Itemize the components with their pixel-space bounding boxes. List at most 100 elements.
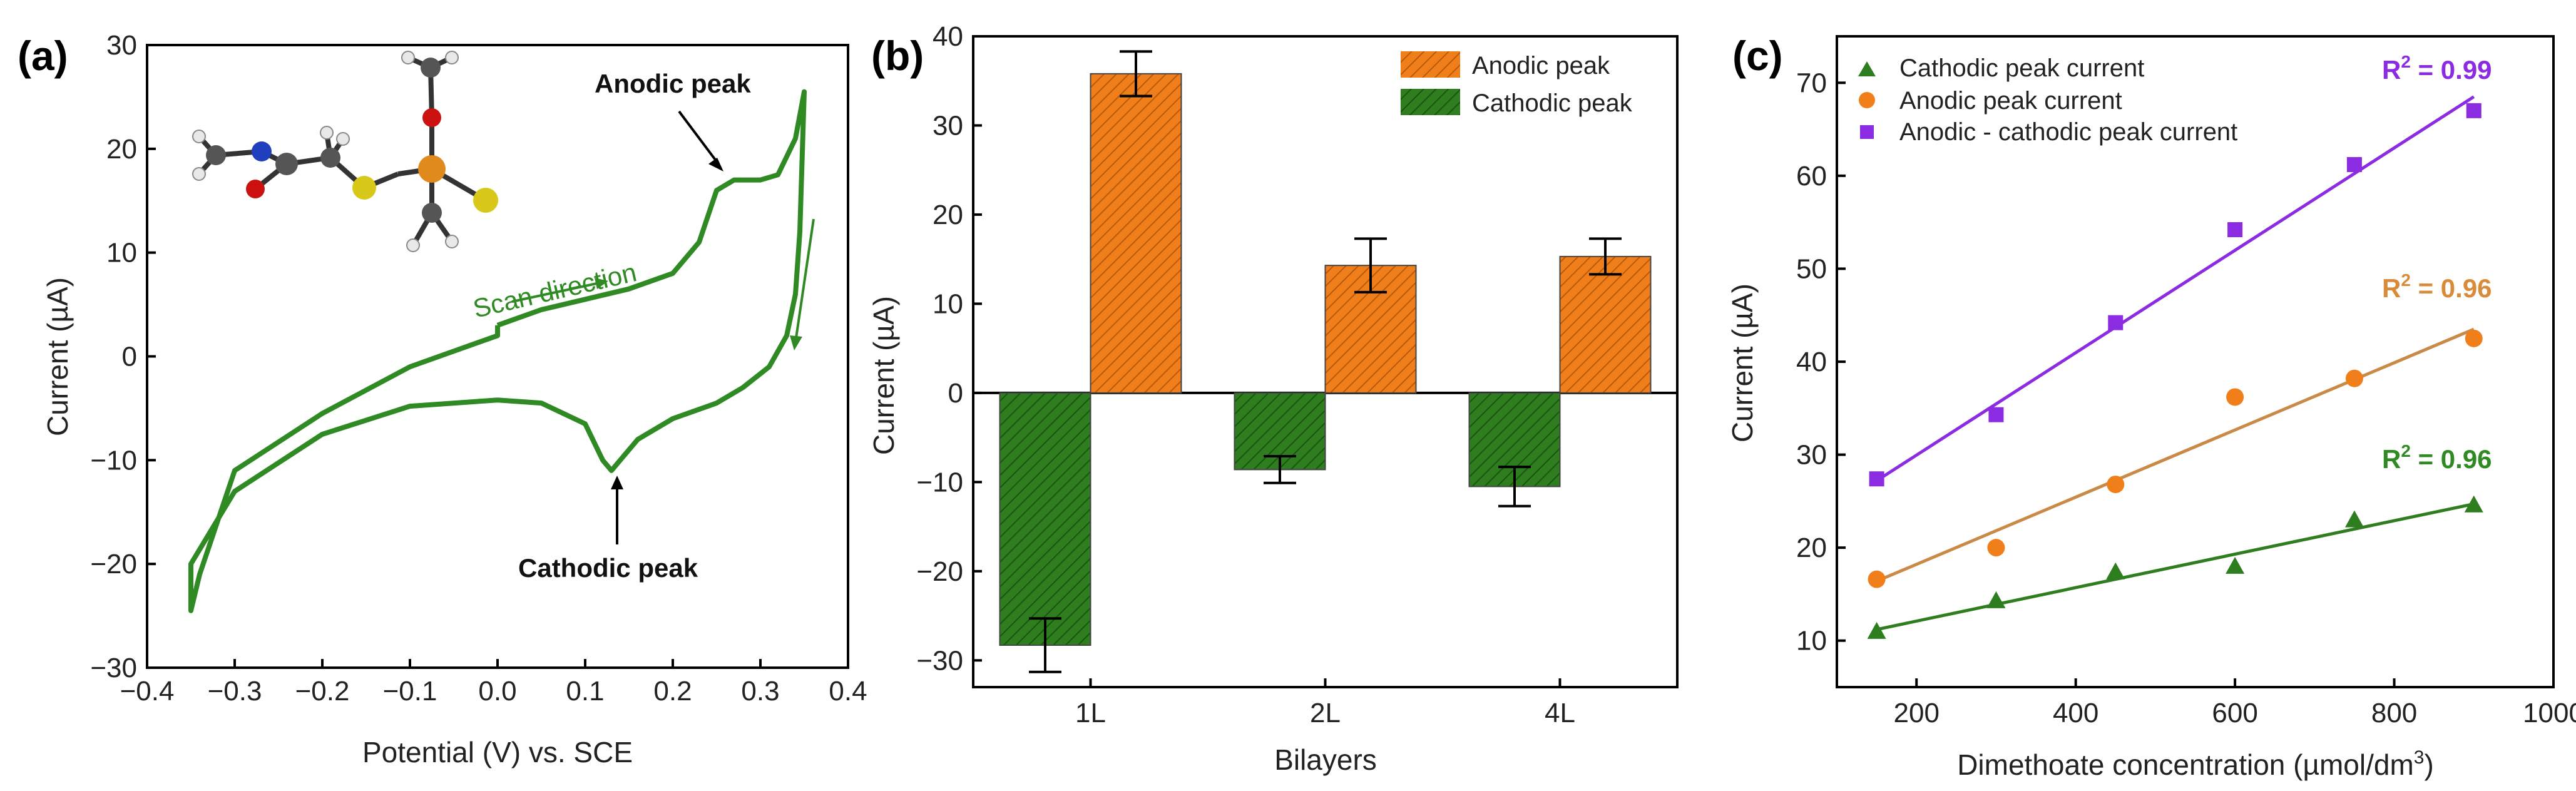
b-y-tick-label: 20 <box>933 200 963 230</box>
panel-b-legend: Anodic peak Cathodic peak <box>1401 51 1633 117</box>
anodic-peak-arrowhead <box>708 158 723 171</box>
b-y-tick-label: 30 <box>933 110 963 141</box>
b-y-tick-label: −20 <box>916 556 963 587</box>
anodic-point <box>2345 369 2363 387</box>
b-y-tick-label: 0 <box>948 378 963 409</box>
b-x-tick-label: 1L <box>1075 698 1106 728</box>
cv-curve <box>188 89 807 613</box>
legend-swatch-anodic <box>1401 51 1460 78</box>
legend-marker-difference <box>1860 125 1874 139</box>
a-x-tick-label: 0.4 <box>829 676 867 707</box>
b-x-tick-label: 2L <box>1310 698 1341 728</box>
a-x-tick-label: 0.0 <box>478 676 516 707</box>
panel-a-y-axis-title: Current (µA) <box>41 277 74 436</box>
a-x-tick-label: 0.1 <box>566 676 604 707</box>
panel-c-label: (c) <box>1732 33 1783 79</box>
b-y-tick-label: 10 <box>933 288 963 319</box>
panel-c: (c) 200 400 600 800 1000 10 20 30 40 50 60 70 Catho… <box>1726 33 2576 781</box>
c-y-tick-label: 10 <box>1796 626 1827 656</box>
legend-label-difference-current: Anodic - cathodic peak current <box>1899 118 2237 146</box>
difference-point <box>2346 157 2362 173</box>
c-y-tick-label: 30 <box>1796 440 1827 471</box>
legend-label-cathodic: Cathodic peak <box>1472 89 1633 117</box>
difference-point <box>1869 471 1884 487</box>
c-y-tick-label: 20 <box>1796 533 1827 563</box>
panel-c-y-axis-title: Current (µA) <box>1726 283 1759 442</box>
panel-c-axes: 200 400 600 800 1000 10 20 30 40 50 60 70 <box>1796 68 2576 728</box>
panel-a-frame <box>146 44 849 669</box>
panel-b-bars <box>999 50 1652 673</box>
legend-label-anodic-current: Anodic peak current <box>1899 87 2122 115</box>
anodic-point <box>1987 539 2005 557</box>
anodic-bar <box>1559 255 1652 394</box>
panel-c-points <box>1867 103 2483 639</box>
a-y-tick-label: 20 <box>106 134 137 165</box>
panel-a: (a) −0.4 −0.3 −0.2 −0.1 0.0 0.1 0.2 0.3 0.4 −30 −2… <box>18 30 867 768</box>
panel-c-fit-lines <box>1876 95 2475 631</box>
difference-point <box>2466 103 2481 118</box>
anodic-point <box>2465 329 2483 347</box>
scan-direction-label: Scan direction <box>470 257 639 324</box>
panel-c-x-axis-title: Dimethoate concentration (µmol/dm3) <box>1957 747 2434 781</box>
anodic-point <box>1868 570 1886 588</box>
cathodic-bar <box>1234 392 1326 471</box>
a-y-tick-label: 0 <box>122 342 137 372</box>
difference-point <box>2227 222 2243 238</box>
a-x-tick-label: −0.4 <box>120 676 175 707</box>
c-y-tick-label: 40 <box>1796 347 1827 377</box>
c-y-tick-label: 60 <box>1796 161 1827 191</box>
c-x-tick-label: 800 <box>2371 698 2417 728</box>
a-x-tick-label: 0.3 <box>741 676 779 707</box>
anodic-point <box>2107 476 2125 494</box>
a-y-tick-label: 30 <box>106 30 137 61</box>
cathodic-bar <box>999 392 1091 646</box>
panel-c-legend: Cathodic peak current Anodic peak curren… <box>1858 54 2237 146</box>
b-y-tick-label: 40 <box>933 21 963 52</box>
a-y-tick-label: 10 <box>106 238 137 268</box>
c-x-tick-label: 400 <box>2053 698 2098 728</box>
scan-direction-arrow <box>511 282 600 303</box>
cathodic-point <box>1986 591 2006 608</box>
c-y-tick-label: 70 <box>1796 68 1827 98</box>
r2-label-difference: R2 = 0.99 <box>2382 52 2492 84</box>
c-x-tick-label: 1000 <box>2523 698 2576 728</box>
c-y-tick-label: 50 <box>1796 253 1827 284</box>
return-scan-arrowhead <box>790 335 802 350</box>
b-x-tick-label: 4L <box>1545 698 1575 728</box>
scan-direction-arrowhead <box>595 278 608 289</box>
panel-a-x-axis-title: Potential (V) vs. SCE <box>362 736 633 768</box>
cathodic-point <box>2464 495 2483 513</box>
difference-point <box>2108 315 2124 330</box>
r2-label-cathodic: R2 = 0.96 <box>2382 441 2492 474</box>
anodic-peak-annotation: Anodic peak <box>595 69 751 98</box>
cathodic-point <box>1867 621 1886 639</box>
panel-b-x-axis-title: Bilayers <box>1274 743 1377 776</box>
cathodic-peak-annotation: Cathodic peak <box>518 553 698 583</box>
anodic-peak-arrow <box>678 110 720 165</box>
fit-line-difference <box>1876 95 2475 482</box>
anodic-point <box>2226 388 2244 406</box>
panel-b-y-axis-title: Current (µA) <box>867 296 900 455</box>
r2-label-anodic: R2 = 0.96 <box>2382 270 2492 303</box>
a-y-tick-label: −10 <box>90 445 137 476</box>
anodic-bar <box>1090 73 1182 394</box>
legend-label-anodic: Anodic peak <box>1472 52 1610 79</box>
a-x-tick-label: −0.1 <box>383 676 437 707</box>
cathodic-point <box>2226 556 2245 574</box>
difference-point <box>1988 407 2004 422</box>
return-scan-arrow <box>795 218 815 339</box>
legend-swatch-cathodic <box>1401 89 1460 115</box>
fit-line-anodic <box>1876 327 2475 583</box>
c-x-tick-label: 200 <box>1894 698 1940 728</box>
b-y-tick-label: −30 <box>916 645 963 676</box>
a-y-tick-label: −20 <box>90 549 137 579</box>
fit-line-cathodic <box>1876 502 2475 631</box>
legend-marker-cathodic <box>1858 61 1876 76</box>
legend-label-cathodic-current: Cathodic peak current <box>1899 54 2144 82</box>
cathodic-point <box>2106 562 2125 579</box>
a-x-tick-label: 0.2 <box>653 676 692 707</box>
molecule-structure-image <box>192 51 498 252</box>
legend-marker-anodic <box>1859 92 1875 108</box>
a-x-tick-label: −0.3 <box>208 676 262 707</box>
cathodic-point <box>2344 510 2364 528</box>
